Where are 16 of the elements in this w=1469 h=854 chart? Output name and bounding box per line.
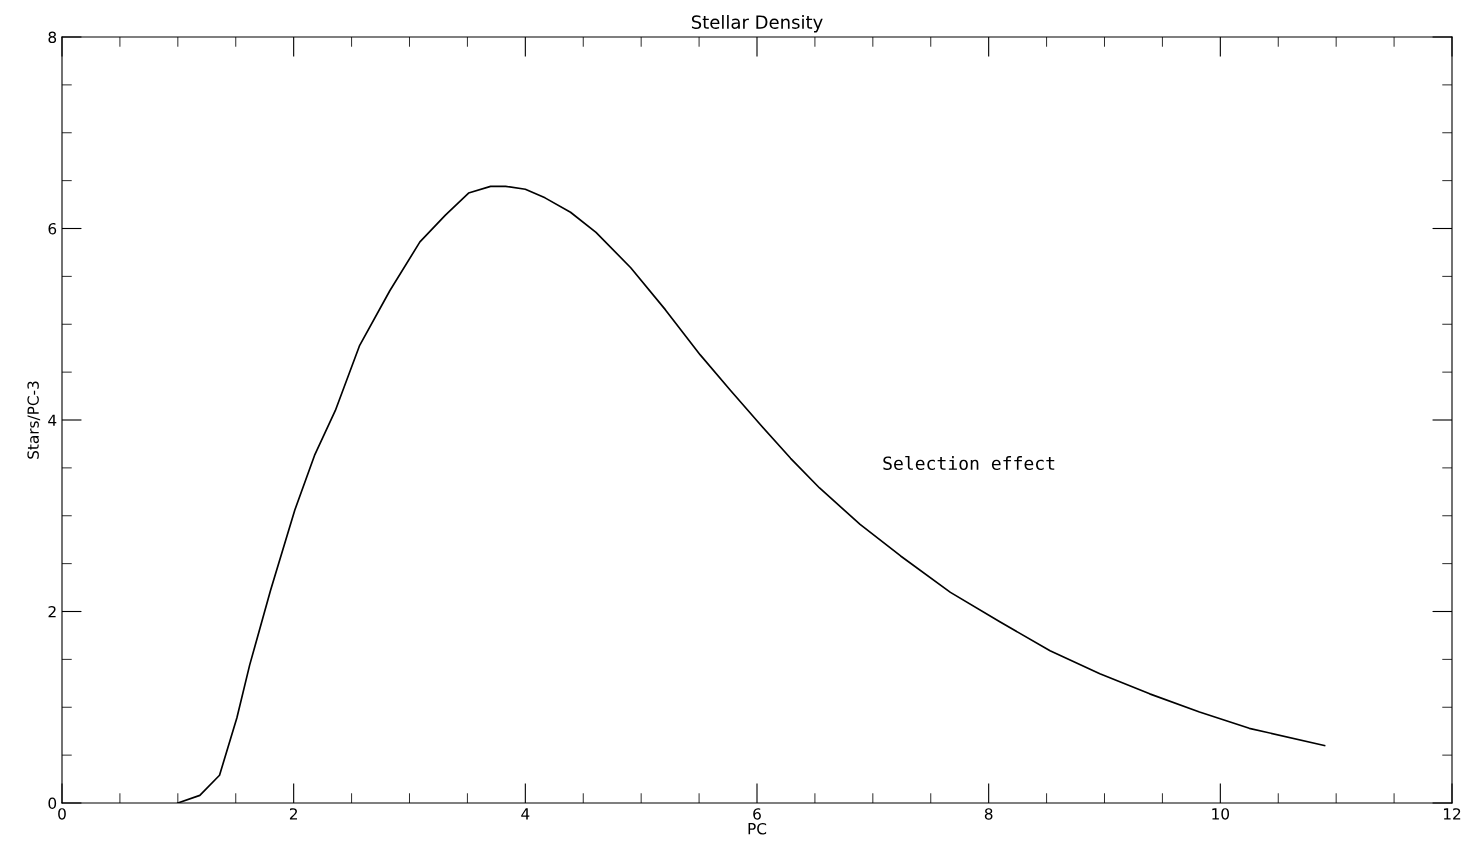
x-tick-label: 2 xyxy=(289,808,297,820)
y-tick-label: 2 xyxy=(48,605,56,618)
x-tick-label: 0 xyxy=(58,808,66,820)
chart-title: Stellar Density xyxy=(691,14,823,33)
x-tick-label: 10 xyxy=(1212,808,1230,820)
x-tick-label: 8 xyxy=(984,808,993,820)
y-tick-label: 4 xyxy=(48,414,57,426)
annotation: Selection effect xyxy=(883,455,1055,471)
y-tick-label: 6 xyxy=(48,222,57,235)
x-tick-label: 4 xyxy=(521,808,530,820)
y-tick-label: 8 xyxy=(48,31,57,44)
x-tick-label: 12 xyxy=(1443,808,1461,820)
y-axis-title: Stars/PC-3 xyxy=(27,381,41,459)
x-tick-label: 6 xyxy=(753,808,761,820)
x-axis-title: PC xyxy=(748,822,767,835)
y-tick-label: 0 xyxy=(48,797,57,810)
